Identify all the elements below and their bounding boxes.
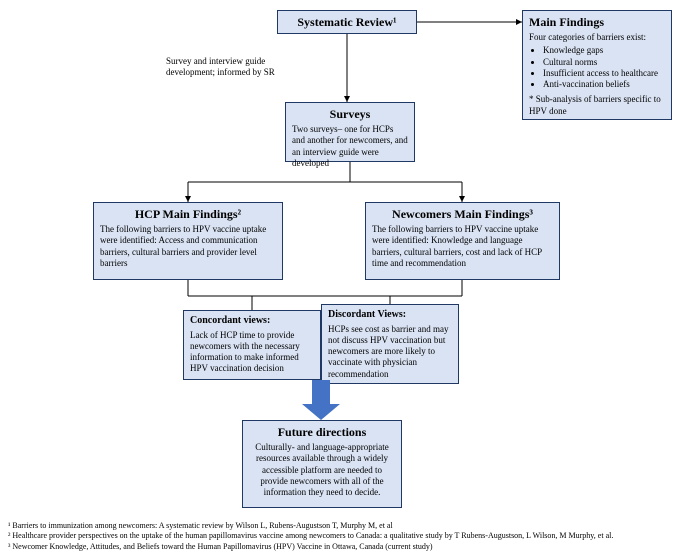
newcomers-findings-box: Newcomers Main Findings³ The following b… <box>365 202 560 280</box>
systematic-review-title: Systematic Review¹ <box>284 15 410 30</box>
newcomers-findings-body: The following barriers to HPV vaccine up… <box>372 224 553 269</box>
future-body: Culturally- and language-appropriate res… <box>249 442 395 498</box>
main-findings-intro: Four categories of barriers exist: <box>529 32 665 43</box>
hcp-findings-title: HCP Main Findings² <box>100 207 276 222</box>
footnotes: ¹ Barriers to immunization among newcome… <box>8 521 613 553</box>
surveys-body: Two surveys– one for HCPs and another fo… <box>292 124 408 169</box>
surveys-box: Surveys Two surveys– one for HCPs and an… <box>285 102 415 162</box>
bullet-item: Anti-vaccination beliefs <box>543 79 665 90</box>
discordant-body: HCPs see cost as barrier and may not dis… <box>328 324 452 380</box>
bullet-item: Knowledge gaps <box>543 45 665 56</box>
future-directions-box: Future directions Culturally- and langua… <box>242 420 402 508</box>
discordant-title: Discordant Views: <box>328 309 452 322</box>
discordant-views-box: Discordant Views: HCPs see cost as barri… <box>321 304 459 384</box>
main-findings-title: Main Findings <box>529 15 665 30</box>
hcp-findings-box: HCP Main Findings² The following barrier… <box>93 202 283 280</box>
concordant-title: Concordant views: <box>190 315 314 328</box>
systematic-review-box: Systematic Review¹ <box>277 10 417 34</box>
main-findings-box: Main Findings Four categories of barrier… <box>522 10 672 120</box>
main-findings-bullets: Knowledge gaps Cultural norms Insufficie… <box>543 45 665 90</box>
bullet-item: Insufficient access to healthcare <box>543 68 665 79</box>
main-findings-note: * Sub-analysis of barriers specific to H… <box>529 94 665 117</box>
footnote-3: ³ Newcomer Knowledge, Attitudes, and Bel… <box>8 542 613 553</box>
hcp-findings-body: The following barriers to HPV vaccine up… <box>100 224 276 269</box>
future-title: Future directions <box>249 425 395 440</box>
sr-annotation: Survey and interview guide development; … <box>166 56 276 78</box>
newcomers-findings-title: Newcomers Main Findings³ <box>372 207 553 222</box>
surveys-title: Surveys <box>292 107 408 122</box>
concordant-body: Lack of HCP time to provide newcomers wi… <box>190 330 314 375</box>
concordant-views-box: Concordant views: Lack of HCP time to pr… <box>183 310 321 380</box>
bullet-item: Cultural norms <box>543 57 665 68</box>
footnote-1: ¹ Barriers to immunization among newcome… <box>8 521 613 532</box>
footnote-2: ² Healthcare provider perspectives on th… <box>8 531 613 542</box>
